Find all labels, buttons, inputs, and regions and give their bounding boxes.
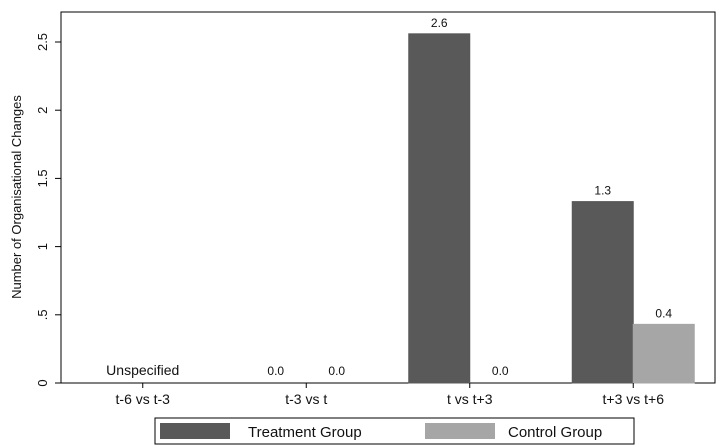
y-tick-label: 1 bbox=[35, 243, 50, 250]
plot-border bbox=[60, 11, 716, 384]
y-axis: 0 .5 1 1.5 2 2.5 bbox=[35, 33, 61, 387]
y-tick-label: 0 bbox=[35, 379, 50, 386]
legend-swatch bbox=[425, 423, 495, 439]
y-tick-label: 2 bbox=[35, 107, 50, 114]
y-tick-label: 1.5 bbox=[35, 169, 50, 187]
x-tick-label: t-3 vs t bbox=[285, 391, 327, 407]
bar-value-label: 0.4 bbox=[655, 306, 672, 320]
bar-value-label: 0.0 bbox=[328, 364, 345, 378]
x-axis: t-6 vs t-3 t-3 vs t t vs t+3 t+3 vs t+6 bbox=[116, 383, 665, 407]
x-tick-label: t+3 vs t+6 bbox=[603, 391, 665, 407]
legend-swatch bbox=[160, 423, 230, 439]
legend-label: Treatment Group bbox=[248, 424, 362, 441]
annotation-label: Unspecified bbox=[106, 362, 179, 378]
bar-labels: 0.0 2.6 1.3 0.0 0.0 0.4 bbox=[267, 16, 672, 378]
legend-label: Control Group bbox=[508, 424, 602, 441]
y-axis-label: Number of Organisational Changes bbox=[9, 95, 24, 299]
bar-value-label: 2.6 bbox=[431, 16, 448, 30]
x-tick-label: t vs t+3 bbox=[447, 391, 493, 407]
bar-value-label: 0.0 bbox=[267, 364, 284, 378]
bar bbox=[571, 201, 634, 384]
bar bbox=[408, 33, 471, 384]
x-tick-label: t-6 vs t-3 bbox=[116, 391, 171, 407]
y-tick-label: .5 bbox=[35, 309, 50, 320]
plot-frame bbox=[60, 11, 716, 384]
bars bbox=[408, 33, 695, 384]
legend-box bbox=[154, 417, 635, 445]
bar-value-label: 0.0 bbox=[492, 364, 509, 378]
annotations: Unspecified bbox=[106, 362, 179, 378]
y-tick-label: 2.5 bbox=[35, 33, 50, 51]
bar-value-label: 1.3 bbox=[594, 184, 611, 198]
bar bbox=[632, 323, 695, 384]
legend: Treatment Group Control Group bbox=[154, 417, 635, 445]
